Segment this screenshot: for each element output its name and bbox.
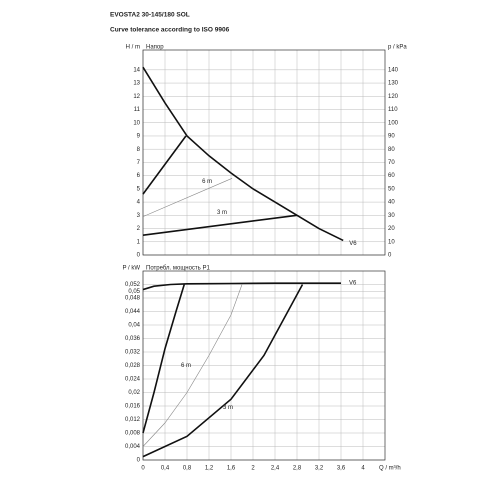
- curve: [142, 66, 344, 242]
- plot-frame: [142, 49, 386, 256]
- y2-tick-label: 30: [388, 213, 395, 219]
- y-tick-label: 12: [133, 94, 140, 100]
- y2-axis-label: p / kPa: [388, 45, 407, 51]
- y-tick-label: 0,016: [125, 404, 141, 410]
- y-tick-label: 2: [137, 226, 141, 232]
- y-tick-label: 0,052: [125, 282, 141, 288]
- y-tick-label: 0,044: [125, 309, 141, 315]
- y-tick-label: 0,004: [125, 444, 141, 450]
- x-tick-label: 2,8: [293, 466, 302, 472]
- panel-title: Потребл. мощность P1: [146, 266, 210, 272]
- y-axis-label: P / kW: [122, 266, 140, 272]
- y-tick-label: 3: [137, 213, 141, 219]
- y2-tick-label: 100: [388, 120, 399, 126]
- x-tick-label: 0: [141, 466, 145, 472]
- y-tick-label: 0,008: [125, 431, 141, 437]
- x-tick-label: 0,8: [183, 466, 192, 472]
- x-tick-label: 3,2: [315, 466, 324, 472]
- curve-label: 6 m: [202, 179, 212, 185]
- x-tick-label: 0,4: [161, 466, 170, 472]
- y-tick-label: 6: [137, 173, 141, 179]
- curve: [142, 282, 341, 291]
- x-axis-label: Q / m³/h: [379, 466, 401, 472]
- curve: [142, 178, 233, 217]
- x-tick-label: 1,6: [227, 466, 236, 472]
- y-tick-label: 0,028: [125, 363, 141, 369]
- y-tick-label: 0,032: [125, 350, 141, 356]
- curve-label: 3 m: [217, 210, 227, 216]
- curve-label: V6: [349, 281, 357, 287]
- y-tick-label: 0,036: [125, 336, 141, 342]
- curve: [142, 284, 186, 434]
- y-tick-label: 0,05: [128, 289, 140, 295]
- y-tick-label: 0,024: [125, 377, 141, 383]
- title: EVOSTA2 30-145/180 SOL: [110, 12, 190, 19]
- y-tick-label: 8: [137, 147, 141, 153]
- y2-tick-label: 70: [388, 160, 395, 166]
- y2-tick-label: 90: [388, 134, 395, 140]
- y-axis-label: H / m: [126, 45, 140, 51]
- x-tick-label: 3,6: [337, 466, 346, 472]
- y-tick-label: 1: [137, 239, 141, 245]
- y2-tick-label: 50: [388, 186, 395, 192]
- y-tick-label: 5: [137, 186, 141, 192]
- y-tick-label: 0,012: [125, 417, 141, 423]
- y-tick-label: 0,048: [125, 296, 141, 302]
- y-tick-label: 13: [133, 81, 140, 87]
- x-tick-label: 4: [361, 466, 365, 472]
- subtitle: Curve tolerance according to ISO 9906: [110, 27, 230, 34]
- y2-tick-label: 140: [388, 67, 399, 73]
- y2-tick-label: 40: [388, 200, 395, 206]
- y2-tick-label: 120: [388, 94, 399, 100]
- y2-tick-label: 110: [388, 107, 398, 113]
- x-tick-label: 1,2: [205, 466, 214, 472]
- y-tick-label: 7: [137, 160, 141, 166]
- y2-tick-label: 20: [388, 226, 395, 232]
- curve-label: 3 m: [223, 405, 233, 411]
- curve-label: V6: [349, 241, 357, 247]
- y2-tick-label: 0: [388, 253, 392, 259]
- x-tick-label: 2: [251, 466, 255, 472]
- x-tick-label: 2,4: [271, 466, 280, 472]
- y-tick-label: 0,02: [128, 390, 140, 396]
- y-tick-label: 9: [137, 134, 141, 140]
- plot-frame: [142, 270, 386, 461]
- y2-tick-label: 80: [388, 147, 395, 153]
- curve: [142, 284, 304, 458]
- curve: [142, 214, 298, 236]
- y2-tick-label: 60: [388, 173, 395, 179]
- y2-tick-label: 10: [388, 239, 395, 245]
- curve: [142, 135, 187, 195]
- y-tick-label: 11: [134, 107, 141, 113]
- y-tick-label: 10: [133, 120, 140, 126]
- curve: [142, 284, 243, 447]
- panel-title: Напор: [146, 45, 164, 51]
- y-tick-label: 0: [137, 458, 141, 464]
- y-tick-label: 0,04: [128, 323, 140, 329]
- y2-tick-label: 130: [388, 81, 399, 87]
- y-tick-label: 14: [133, 67, 140, 73]
- curve-label: 6 m: [181, 363, 191, 369]
- y-tick-label: 4: [137, 200, 141, 206]
- y-tick-label: 0: [137, 253, 141, 259]
